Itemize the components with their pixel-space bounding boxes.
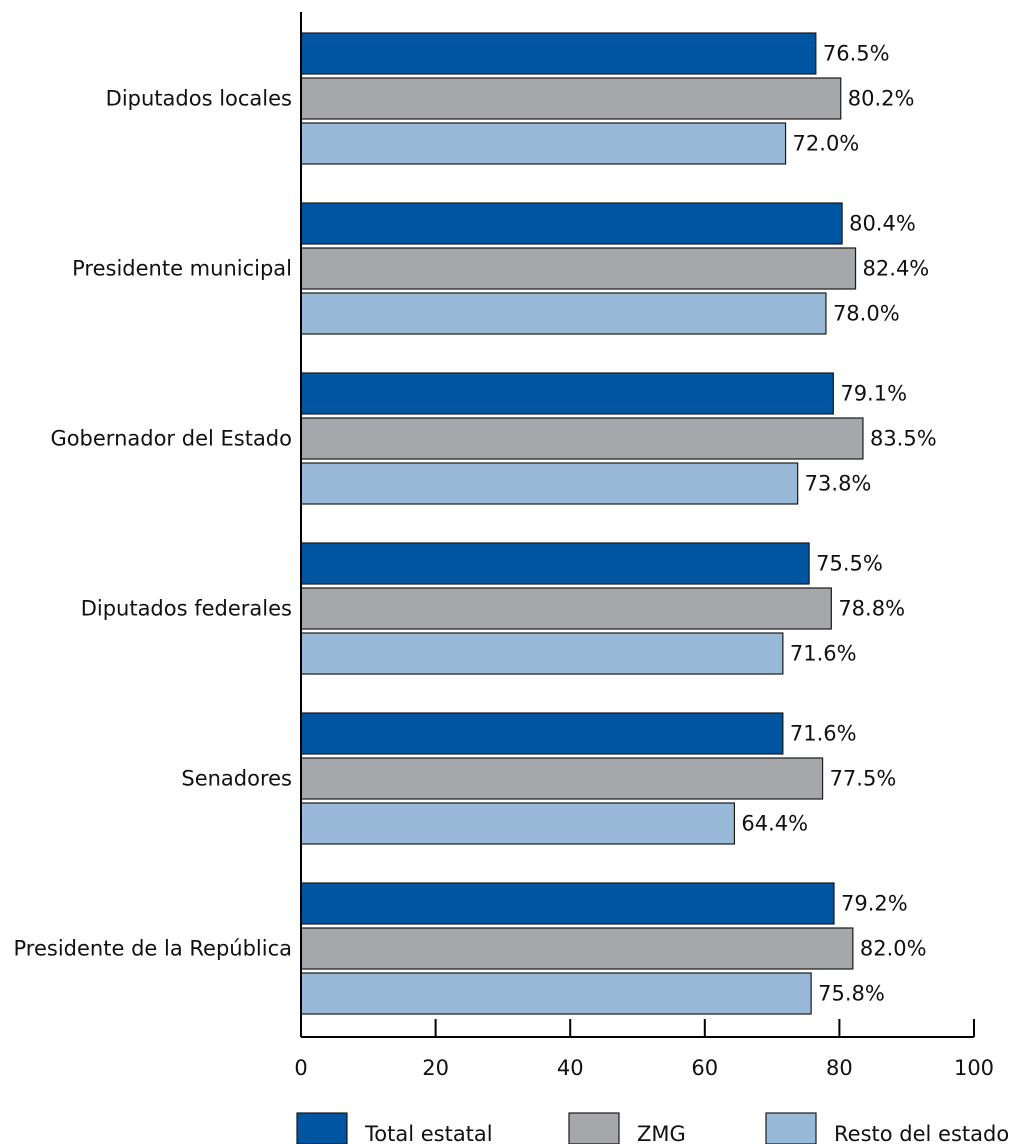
value-label: 79.1% (840, 382, 907, 406)
x-ticks-group: 0 20 40 60 80 100 (294, 1019, 994, 1080)
bar-resto-del-estado-5 (300, 972, 812, 1015)
bar-total-estatal-2 (300, 372, 834, 415)
value-label: 82.0% (860, 937, 927, 961)
bar-resto-del-estado-4 (300, 802, 736, 845)
bar-zmg-3 (300, 587, 832, 630)
x-tick-label: 60 (691, 1056, 718, 1080)
bar-total-estatal-3 (300, 542, 810, 585)
x-tick-label: 100 (954, 1056, 994, 1080)
category-label: Senadores (181, 767, 292, 791)
legend-label: Resto del estado (834, 1122, 1009, 1144)
bar-resto-del-estado-1 (300, 292, 827, 335)
value-label: 83.5% (870, 427, 937, 451)
bar-total-estatal-5 (300, 882, 835, 925)
value-label: 80.4% (849, 212, 916, 236)
value-label: 72.0% (793, 132, 860, 156)
bar-total-estatal-1 (300, 202, 843, 245)
value-label: 82.4% (863, 257, 930, 281)
bar-resto-del-estado-2 (300, 462, 799, 505)
bar-zmg-4 (300, 757, 824, 800)
category-label: Diputados federales (81, 597, 292, 621)
x-tick-label: 20 (422, 1056, 449, 1080)
value-label: 71.6% (790, 642, 857, 666)
value-label: 75.8% (818, 982, 885, 1006)
legend: Total estatal ZMG Resto del estado (296, 1112, 1009, 1144)
value-label: 78.0% (833, 302, 900, 326)
bar-resto-del-estado-3 (300, 632, 784, 675)
bar-resto-del-estado-0 (300, 122, 787, 165)
bar-zmg-5 (300, 927, 854, 970)
legend-swatch (568, 1112, 620, 1144)
x-tick-label: 80 (826, 1056, 853, 1080)
bar-total-estatal-0 (300, 32, 817, 75)
value-label: 77.5% (830, 767, 897, 791)
category-labels-group: Diputados locales Presidente municipal Gob… (14, 87, 292, 961)
value-label: 76.5% (823, 42, 890, 66)
bars-group (300, 32, 864, 1015)
value-label: 73.8% (805, 472, 872, 496)
value-label: 79.2% (841, 892, 908, 916)
value-label: 75.5% (816, 552, 883, 576)
x-tick-label: 0 (294, 1056, 307, 1080)
axes-group (300, 12, 974, 1038)
category-label: Diputados locales (106, 87, 292, 111)
legend-label: ZMG (637, 1122, 686, 1144)
legend-swatch (296, 1112, 348, 1144)
category-label: Presidente municipal (72, 257, 292, 281)
x-tick-label: 40 (557, 1056, 584, 1080)
bar-total-estatal-4 (300, 712, 784, 755)
bar-zmg-1 (300, 247, 857, 290)
value-label: 80.2% (848, 87, 915, 111)
value-labels-group: 76.5% 80.2% 72.0% 80.4% 82.4% 78.0% 79.1% 83.5%… (741, 42, 936, 1006)
category-label: Gobernador del Estado (50, 427, 292, 451)
legend-label: Total estatal (364, 1122, 493, 1144)
legend-swatch (765, 1112, 817, 1144)
value-label: 71.6% (790, 722, 857, 746)
category-label: Presidente de la República (14, 937, 292, 961)
bar-zmg-0 (300, 77, 842, 120)
value-label: 64.4% (741, 812, 808, 836)
value-label: 78.8% (838, 597, 905, 621)
bar-zmg-2 (300, 417, 864, 460)
